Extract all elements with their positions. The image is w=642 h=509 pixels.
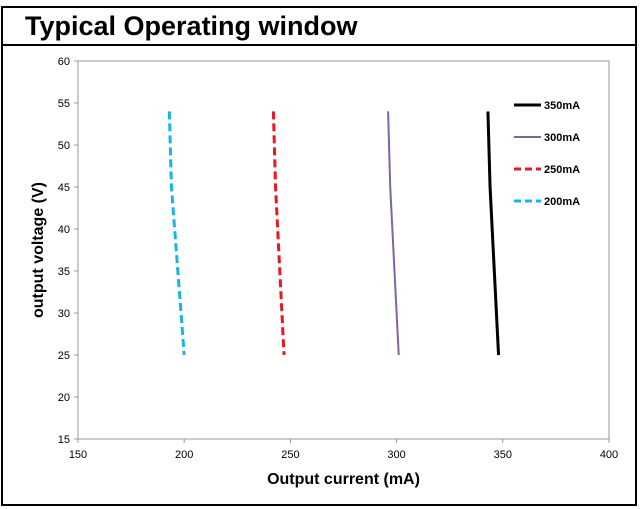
x-tick-label: 150 (69, 449, 87, 461)
x-tick-label: 400 (600, 449, 618, 461)
y-tick-label: 30 (58, 308, 70, 320)
x-tick-label: 300 (387, 449, 405, 461)
x-axis-label: Output current (mA) (267, 471, 420, 488)
y-tick-label: 50 (58, 140, 70, 152)
plot-border (77, 60, 610, 440)
y-tick-label: 45 (58, 182, 70, 194)
plot-area: 15 20 25 30 35 40 45 50 55 60 150 200 250 300 350 400 (58, 56, 618, 461)
y-tick-label: 60 (58, 56, 70, 68)
series-line-350mA (486, 111, 501, 356)
y-tick-label: 20 (58, 392, 70, 404)
series-line-250mA (271, 111, 286, 356)
y-axis-label: output voltage (V) (30, 182, 47, 318)
series-line-300mA (387, 111, 400, 356)
chart-title: Typical Operating window (3, 8, 635, 46)
chart-frame: Typical Operating window (1, 6, 637, 506)
series-line-200mA (167, 111, 186, 356)
x-tick-label: 200 (175, 449, 193, 461)
x-tick-label: 250 (281, 449, 299, 461)
y-tick-label: 35 (58, 266, 70, 278)
y-tick-label: 55 (58, 98, 70, 110)
legend-label-200mA: 200mA (544, 196, 580, 208)
legend-label-250mA: 250mA (544, 164, 580, 176)
y-tick-label: 40 (58, 224, 70, 236)
x-tick-label: 350 (494, 449, 512, 461)
y-tick-label: 25 (58, 350, 70, 362)
legend: 350mA 300mA 250mA 200mA (514, 100, 580, 208)
legend-label-350mA: 350mA (544, 100, 580, 112)
legend-label-300mA: 300mA (544, 132, 580, 144)
y-tick-label: 15 (58, 434, 70, 446)
